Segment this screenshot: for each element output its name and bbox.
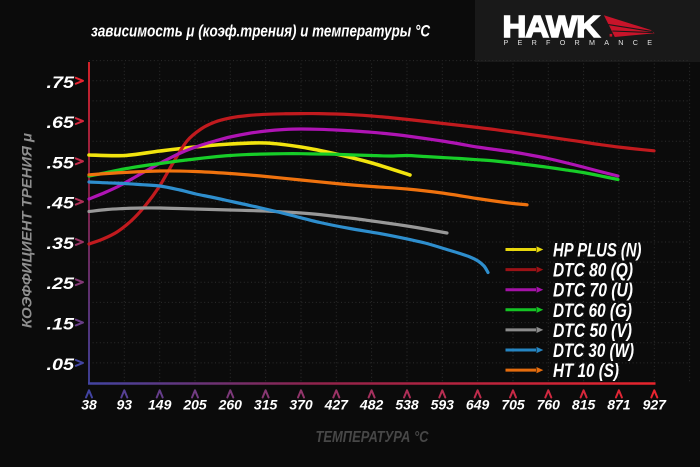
svg-text:HT 10 (S): HT 10 (S) [553,360,619,382]
svg-text:149: 149 [148,397,172,413]
svg-text:DTC 80 (Q): DTC 80 (Q) [553,260,633,282]
svg-text:482: 482 [359,397,384,413]
svg-text:DTC 50 (V): DTC 50 (V) [553,320,632,342]
svg-text:DTC 30 (W): DTC 30 (W) [553,340,634,362]
svg-text:ТЕМПЕРАТУРА °C: ТЕМПЕРАТУРА °C [316,429,430,446]
svg-text:593: 593 [431,397,455,413]
svg-text:.55: .55 [47,153,75,172]
svg-text:DTC 60 (G): DTC 60 (G) [553,300,632,322]
svg-text:427: 427 [324,397,350,413]
svg-text:.05: .05 [47,355,75,374]
svg-text:HP PLUS (N): HP PLUS (N) [553,240,642,262]
svg-text:871: 871 [607,397,631,413]
svg-text:.25: .25 [47,274,75,293]
svg-text:.45: .45 [47,194,75,213]
svg-text:260: 260 [218,397,243,413]
svg-text:538: 538 [395,397,419,413]
svg-text:.15: .15 [47,315,75,334]
svg-text:927: 927 [643,397,668,413]
svg-text:760: 760 [537,397,561,413]
svg-text:.75: .75 [47,73,75,92]
svg-text:315: 315 [254,397,278,413]
svg-text:205: 205 [182,397,207,413]
svg-text:КОЭФФИЦИЕНТ ТРЕНИЯ μ: КОЭФФИЦИЕНТ ТРЕНИЯ μ [19,132,35,328]
svg-text:зависимость μ (коэф.трения) и: зависимость μ (коэф.трения) и температур… [91,22,431,41]
svg-text:.35: .35 [47,234,75,253]
svg-text:370: 370 [289,397,313,413]
svg-text:815: 815 [572,397,596,413]
svg-text:HAWK: HAWK [503,10,601,44]
svg-text:.65: .65 [47,113,75,132]
svg-text:DTC 70 (U): DTC 70 (U) [553,280,633,302]
svg-text:705: 705 [501,397,525,413]
svg-text:93: 93 [117,397,133,413]
svg-text:38: 38 [81,397,97,413]
svg-text:PERFORMANCE: PERFORMANCE [504,38,653,47]
svg-text:649: 649 [466,397,490,413]
